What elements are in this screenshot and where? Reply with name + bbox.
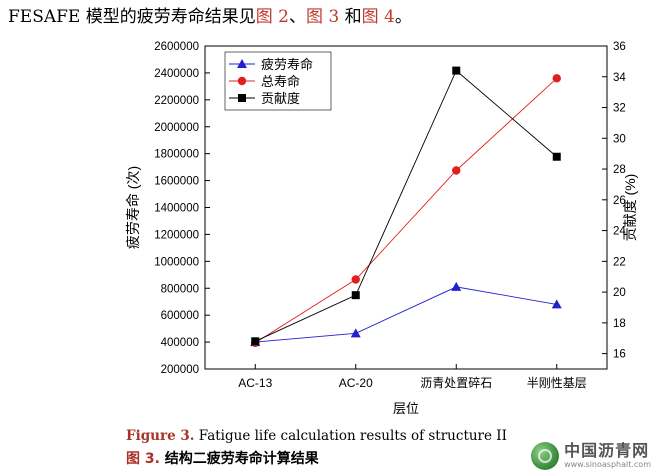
series-2-point [552, 74, 561, 83]
caption-zh-figure-number: 图 3. [126, 451, 160, 467]
y-tick-label: 800000 [161, 283, 199, 295]
figure-4-link[interactable]: 图 4 [361, 7, 395, 27]
y2-axis-title: 贡献度 (%) [622, 174, 638, 242]
legend-label-1: 疲劳寿命 [261, 57, 313, 72]
y-tick-label: 2600000 [154, 41, 199, 53]
y2-tick-label: 26 [613, 195, 626, 207]
y2-tick-label: 36 [613, 41, 626, 53]
x-tick-label: 沥青处置碎石 [420, 375, 492, 390]
y-tick-label: 1800000 [154, 149, 199, 161]
caption-zh-text: 结构二疲劳寿命计算结果 [159, 451, 319, 467]
watermark-title: 中国沥青网 [564, 441, 650, 460]
series-3-point [452, 66, 461, 75]
y2-tick-label: 28 [613, 164, 626, 176]
y-tick-label: 400000 [161, 337, 199, 349]
series-line-1 [255, 286, 557, 343]
y-tick-label: 2200000 [154, 95, 199, 107]
caption-english: Figure 3. Fatigue life calculation resul… [126, 428, 507, 444]
x-tick-label: AC-13 [238, 376, 272, 390]
series-1-point [451, 281, 462, 291]
y2-tick-label: 32 [613, 103, 626, 115]
series-3-point [351, 291, 360, 300]
watermark: 中国沥青网 www.sinoasphalt.com [531, 442, 651, 470]
series-2-point [351, 275, 360, 284]
intro-end: 。 [394, 7, 412, 27]
y-tick-label: 600000 [161, 310, 199, 322]
series-3-point [251, 337, 260, 346]
series-3-point [552, 152, 561, 161]
fatigue-life-chart: 200000 400000 600000 800000 1000000 1200000 14… [125, 41, 638, 416]
globe-logo-icon [531, 442, 560, 470]
y2-tick-label: 20 [613, 287, 626, 299]
series-2-point [452, 166, 461, 175]
watermark-url: www.sinoasphalt.com [564, 460, 651, 469]
x-axis-title: 层位 [393, 401, 419, 416]
caption-en-text: Fatigue life calculation results of stru… [194, 428, 507, 444]
series-1-point [551, 299, 562, 309]
intro-text: FESAFE 模型的疲劳寿命结果见 [8, 7, 256, 27]
y2-tick-label: 24 [613, 226, 626, 238]
y2-tick-label: 30 [613, 133, 626, 145]
y-tick-label: 2000000 [154, 122, 199, 134]
y2-tick-label: 34 [613, 72, 626, 84]
y-tick-label: 1400000 [154, 203, 199, 215]
legend-label-2: 总寿命 [261, 74, 300, 89]
y-tick-label: 2400000 [154, 68, 199, 80]
y2-tick-label: 18 [613, 318, 626, 330]
y-tick-label: 1200000 [154, 229, 199, 241]
caption-en-figure-number: Figure 3. [126, 428, 195, 444]
y2-tick-label: 16 [613, 349, 626, 361]
y-tick-label: 200000 [161, 364, 199, 376]
y-tick-label: 1600000 [154, 176, 199, 188]
legend-label-3: 贡献度 [261, 91, 300, 106]
legend-marker-2 [237, 76, 247, 86]
series-1-point [350, 328, 361, 338]
figure-3-link[interactable]: 图 3 [305, 7, 340, 27]
legend-marker-3 [238, 94, 246, 102]
intro-sep: 、 [288, 7, 306, 27]
series-line-3 [255, 69, 558, 342]
intro-and: 和 [339, 7, 362, 27]
x-tick-label: 半刚性基层 [527, 376, 587, 390]
intro-sentence: FESAFE 模型的疲劳寿命结果见图 2、图 3 和图 4。 [8, 2, 412, 27]
y-tick-label: 1000000 [154, 256, 199, 268]
caption-chinese: 图 3. 结构二疲劳寿命计算结果 [126, 448, 319, 468]
figure-2-link[interactable]: 图 2 [255, 7, 289, 27]
y2-tick-label: 22 [613, 256, 626, 268]
y-axis-title: 疲劳寿命 (次) [125, 166, 141, 249]
x-tick-label: AC-20 [339, 376, 373, 390]
series-line-2 [255, 77, 558, 344]
legend-marker-1 [237, 59, 247, 68]
